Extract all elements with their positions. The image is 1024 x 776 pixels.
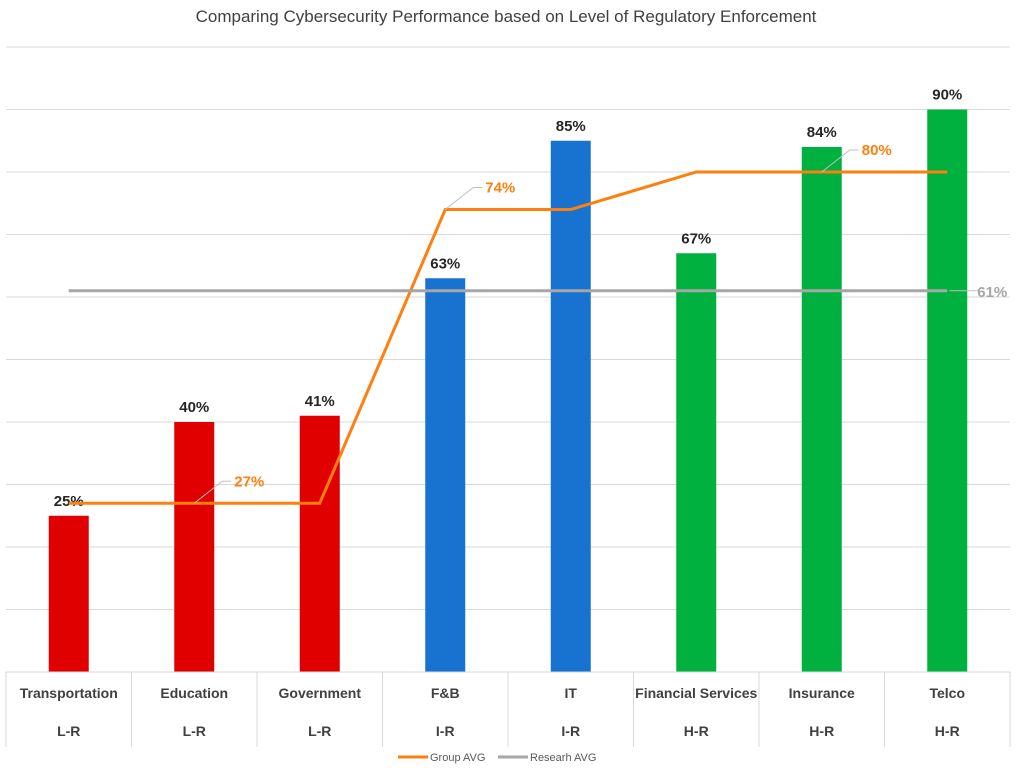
legend-label: Researh AVG [530,752,596,764]
x-subcategory-label: H-R [684,723,709,739]
bar-value-label: 84% [807,124,837,141]
bar [927,109,968,672]
bar-value-label: 41% [305,393,335,410]
bar-value-label: 40% [179,399,209,416]
x-subcategory-label: L-R [57,723,80,739]
legend: Group AVG Researh AVG [398,752,596,764]
series-data-label: 27% [234,473,264,490]
x-tick-label: Financial Services [635,685,757,701]
x-tick-label: F&B [431,685,460,701]
series-line-group-avg [68,170,948,505]
bar [676,253,717,672]
bar [801,147,842,672]
bar [550,140,591,672]
x-subcategory-label: L-R [308,723,331,739]
chart-title: Comparing Cybersecurity Performance base… [196,7,817,26]
x-subcategory-label: I-R [561,723,580,739]
x-tick-label: Education [160,685,228,701]
bar [48,515,89,672]
x-subcategory-label: H-R [935,723,960,739]
leader-line [444,187,483,210]
x-subcategory-label: I-R [436,723,455,739]
x-tick-label: Transportation [20,685,118,701]
bar [174,422,215,672]
bar-value-label: 85% [556,118,586,135]
bar-value-label: 63% [430,255,460,272]
leader-line [193,480,232,504]
series-data-label: 74% [485,180,515,197]
x-tick-label: Insurance [789,685,855,701]
legend-label: Group AVG [430,752,485,764]
series-data-label: 80% [862,142,892,159]
x-subcategory-label: H-R [809,723,834,739]
bar [299,415,340,672]
leader-line [821,149,859,173]
series-data-label: 61% [977,284,1007,301]
x-subcategory-label: L-R [183,723,206,739]
bar-value-label: 90% [932,87,962,104]
bar-value-label: 67% [681,230,711,247]
bar [425,278,466,672]
x-tick-label: Government [279,685,362,701]
x-tick-label: IT [565,685,578,701]
bar-value-label: 25% [54,493,84,510]
x-tick-label: Telco [929,685,965,701]
